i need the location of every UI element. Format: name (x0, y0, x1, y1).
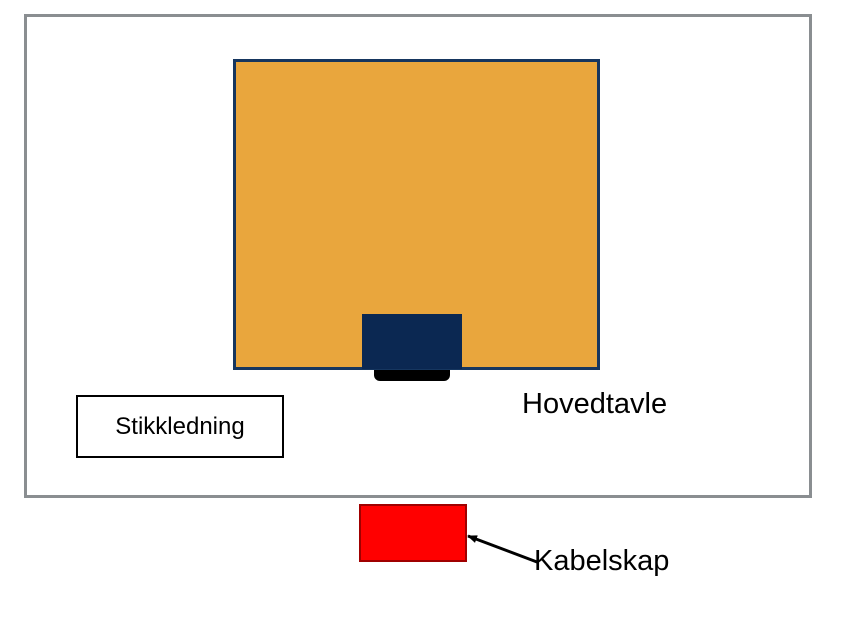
hovedtavle-base (374, 370, 450, 381)
hovedtavle-label: Hovedtavle (522, 388, 667, 421)
kabelskap-box (359, 504, 467, 562)
stikkledning-label: Stikkledning (115, 413, 244, 441)
stikkledning-label-box: Stikkledning (76, 395, 284, 458)
kabelskap-label: Kabelskap (534, 545, 669, 578)
kabelskap-arrow (468, 536, 537, 562)
hovedtavle-box (362, 314, 462, 369)
